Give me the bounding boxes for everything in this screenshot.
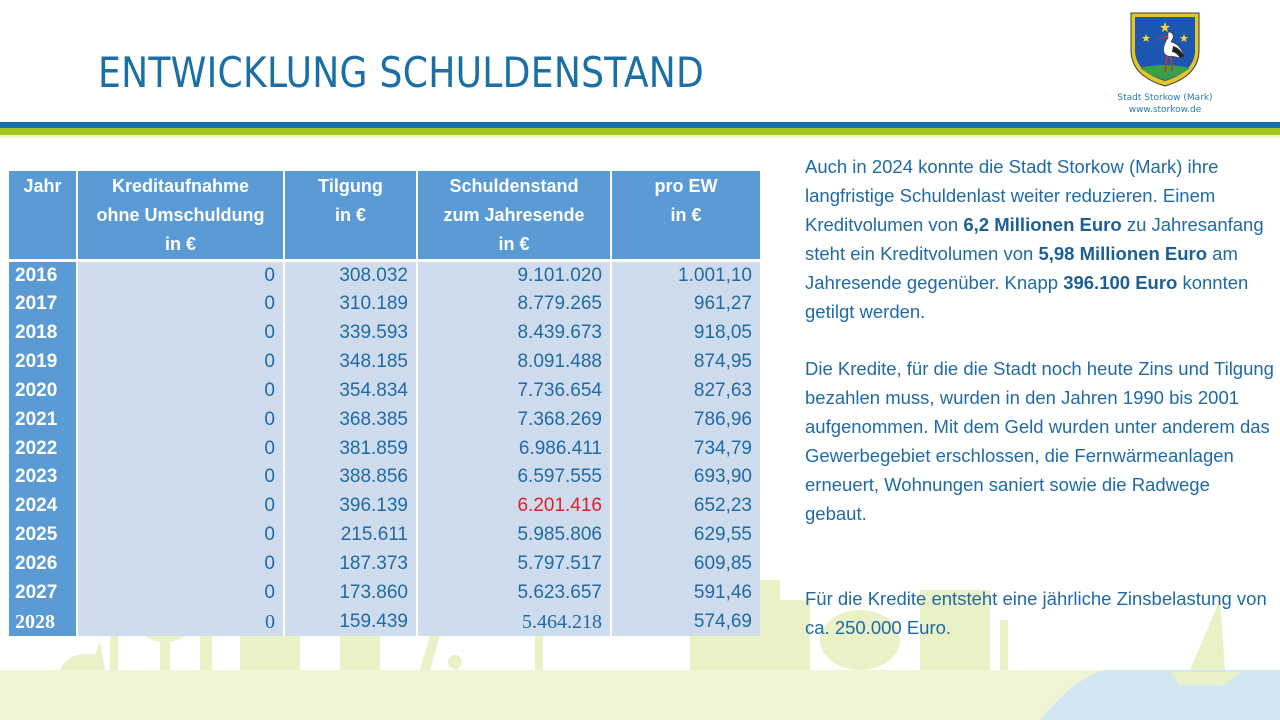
cell-pro-ew: 574,69 <box>611 607 760 637</box>
cell-year: 2020 <box>9 376 78 406</box>
cell-pro-ew: 786,96 <box>611 405 760 435</box>
table-row: 2022 0 381.859 6.986.411 734,79 <box>9 434 760 464</box>
cell-schuldenstand-highlighted: 6.201.416 <box>417 491 612 521</box>
cell-kredit: 0 <box>77 578 285 608</box>
cell-pro-ew: 629,55 <box>611 520 760 550</box>
cell-kredit: 0 <box>77 260 285 290</box>
cell-year: 2023 <box>9 463 78 492</box>
cell-pro-ew: 1.001,10 <box>611 260 760 290</box>
cell-year: 2017 <box>9 290 78 319</box>
cell-tilgung: 339.593 <box>284 318 418 348</box>
cell-schuldenstand: 5.464.218 <box>417 607 612 637</box>
bold-amount-end: 5,98 Millionen Euro <box>1038 243 1208 264</box>
bold-amount-repaid: 396.100 Euro <box>1063 272 1178 293</box>
table-row: 2017 0 310.189 8.779.265 961,27 <box>9 290 760 319</box>
bold-amount-start: 6,2 Millionen Euro <box>963 214 1122 235</box>
cell-pro-ew: 874,95 <box>611 347 760 377</box>
cell-tilgung: 173.860 <box>284 578 418 608</box>
cell-pro-ew: 918,05 <box>611 318 760 348</box>
cell-year: 2026 <box>9 549 78 579</box>
table-row-current-year: 2024 0 396.139 6.201.416 652,23 <box>9 491 760 521</box>
cell-year: 2022 <box>9 434 78 464</box>
table-header-row: Jahr Kreditaufnahme ohne Umschuldung in € … <box>9 171 760 262</box>
cell-tilgung: 159.439 <box>284 607 418 637</box>
cell-schuldenstand: 7.736.654 <box>417 376 612 406</box>
table-row: 2026 0 187.373 5.797.517 609,85 <box>9 549 760 579</box>
cell-tilgung: 354.834 <box>284 376 418 406</box>
cell-schuldenstand: 8.779.265 <box>417 290 612 319</box>
cell-year: 2024 <box>9 491 78 521</box>
cell-year: 2018 <box>9 318 78 348</box>
table-row: 2028 0 159.439 5.464.218 574,69 <box>9 607 760 637</box>
cell-schuldenstand: 6.986.411 <box>417 434 612 464</box>
page-title: ENTWICKLUNG SCHULDENSTAND <box>98 48 705 97</box>
cell-schuldenstand: 5.985.806 <box>417 520 612 550</box>
cell-pro-ew: 961,27 <box>611 290 760 319</box>
header-schuldenstand: Schuldenstand zum Jahresende in € <box>417 171 612 262</box>
cell-kredit: 0 <box>77 491 285 521</box>
cell-tilgung: 187.373 <box>284 549 418 579</box>
interest-paragraph: Für die Kredite entsteht eine jährliche … <box>805 588 1267 638</box>
header-year: Jahr <box>9 171 78 262</box>
cell-year: 2025 <box>9 520 78 550</box>
cell-pro-ew: 609,85 <box>611 549 760 579</box>
cell-kredit: 0 <box>77 607 285 637</box>
table-row: 2021 0 368.385 7.368.269 786,96 <box>9 405 760 435</box>
cell-year: 2027 <box>9 578 78 608</box>
table-row: 2020 0 354.834 7.736.654 827,63 <box>9 376 760 406</box>
cell-schuldenstand: 9.101.020 <box>417 260 612 290</box>
debt-table: Jahr Kreditaufnahme ohne Umschuldung in € … <box>9 171 760 637</box>
cell-pro-ew: 734,79 <box>611 434 760 464</box>
header-kreditaufnahme: Kreditaufnahme ohne Umschuldung in € <box>77 171 285 262</box>
history-paragraph: Die Kredite, für die die Stadt noch heut… <box>805 358 1274 524</box>
cell-tilgung: 388.856 <box>284 463 418 492</box>
cell-kredit: 0 <box>77 347 285 377</box>
cell-pro-ew: 827,63 <box>611 376 760 406</box>
cell-tilgung: 308.032 <box>284 260 418 290</box>
table-row: 2018 0 339.593 8.439.673 918,05 <box>9 318 760 348</box>
cell-tilgung: 396.139 <box>284 491 418 521</box>
cell-tilgung: 348.185 <box>284 347 418 377</box>
cell-kredit: 0 <box>77 405 285 435</box>
cell-tilgung: 310.189 <box>284 290 418 319</box>
summary-paragraph: Auch in 2024 konnte die Stadt Storkow (M… <box>805 156 1264 322</box>
cell-tilgung: 215.611 <box>284 520 418 550</box>
table-row: 2016 0 308.032 9.101.020 1.001,10 <box>9 260 760 290</box>
cell-kredit: 0 <box>77 290 285 319</box>
header-stripe-green <box>0 128 1280 135</box>
cell-year: 2021 <box>9 405 78 435</box>
cell-tilgung: 381.859 <box>284 434 418 464</box>
cell-schuldenstand: 8.091.488 <box>417 347 612 377</box>
table-row: 2025 0 215.611 5.985.806 629,55 <box>9 520 760 550</box>
cell-kredit: 0 <box>77 376 285 406</box>
cell-year: 2028 <box>9 607 78 637</box>
cell-schuldenstand: 6.597.555 <box>417 463 612 492</box>
cell-year: 2019 <box>9 347 78 377</box>
cell-kredit: 0 <box>77 318 285 348</box>
header-pro-ew: pro EW in € <box>611 171 760 262</box>
cell-schuldenstand: 5.623.657 <box>417 578 612 608</box>
header-tilgung: Tilgung in € <box>284 171 418 262</box>
cell-pro-ew: 652,23 <box>611 491 760 521</box>
cell-kredit: 0 <box>77 549 285 579</box>
cell-schuldenstand: 5.797.517 <box>417 549 612 579</box>
logo-caption-url: www.storkow.de <box>1128 105 1202 115</box>
cell-pro-ew: 693,90 <box>611 463 760 492</box>
cell-kredit: 0 <box>77 463 285 492</box>
logo-caption: Stadt Storkow (Mark) www.storkow.de <box>1100 92 1230 116</box>
cell-kredit: 0 <box>77 520 285 550</box>
cell-tilgung: 368.385 <box>284 405 418 435</box>
table-row: 2027 0 173.860 5.623.657 591,46 <box>9 578 760 608</box>
header-stripe-blue <box>0 122 1280 128</box>
cell-kredit: 0 <box>77 434 285 464</box>
table-row: 2023 0 388.856 6.597.555 693,90 <box>9 463 760 492</box>
cell-schuldenstand: 8.439.673 <box>417 318 612 348</box>
cell-year: 2016 <box>9 260 78 290</box>
table-row: 2019 0 348.185 8.091.488 874,95 <box>9 347 760 377</box>
logo-caption-city: Stadt Storkow (Mark) <box>1117 93 1213 103</box>
coat-of-arms-stork-icon <box>1130 12 1200 87</box>
cell-schuldenstand: 7.368.269 <box>417 405 612 435</box>
cell-pro-ew: 591,46 <box>611 578 760 608</box>
header-stripe-fade <box>0 135 1280 138</box>
